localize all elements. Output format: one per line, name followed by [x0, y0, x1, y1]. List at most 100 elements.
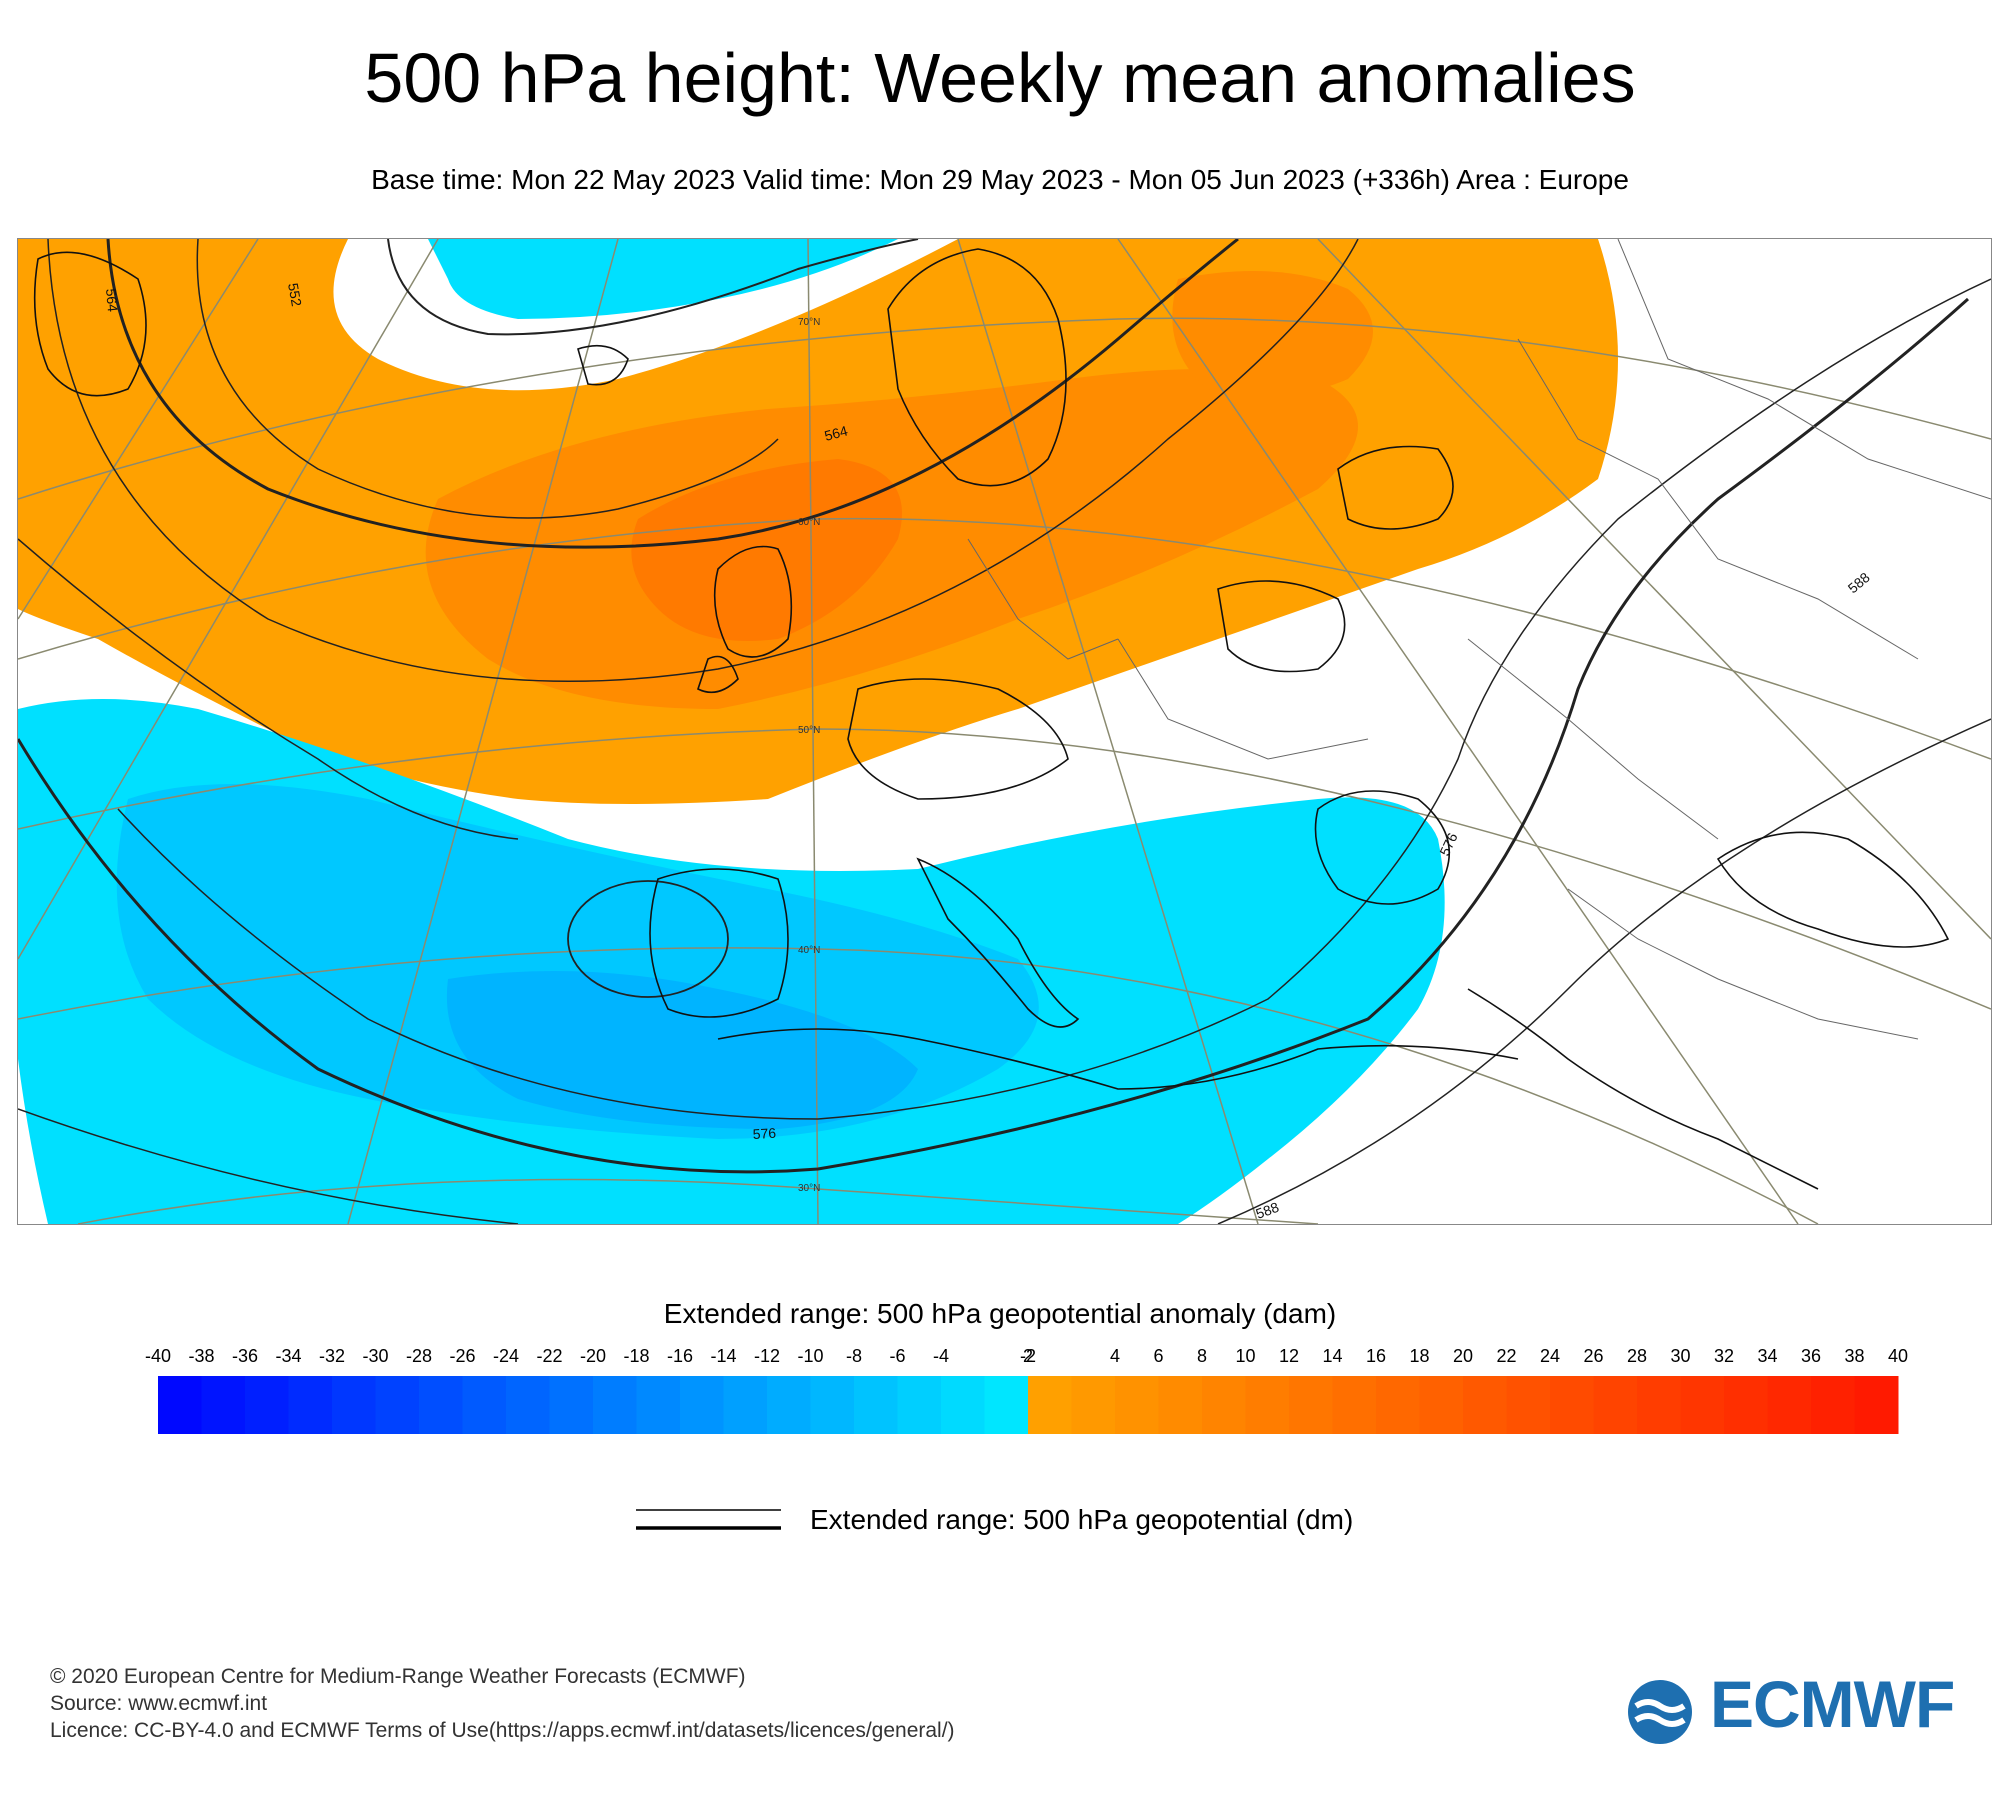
negative-tick-label: -34 — [275, 1346, 301, 1366]
positive-swatch — [1463, 1376, 1507, 1434]
positive-anomaly-east — [1172, 271, 1373, 397]
negative-tick-label: -30 — [362, 1346, 388, 1366]
coastlines — [33, 248, 1950, 1190]
logo-text: ECMWF — [1710, 1667, 1955, 1741]
positive-tick-label: 18 — [1409, 1346, 1429, 1366]
negative-tick-label: -6 — [889, 1346, 905, 1366]
negative-swatch — [158, 1376, 202, 1434]
lat-label-60: 60°N — [798, 517, 820, 528]
lat-label-70: 70°N — [798, 317, 820, 328]
colorbar: -40 -38 -36 -34 -32 -30 -28 -26 -24 -22 -20 -18 -16-… — [0, 1340, 2000, 1440]
positive-anomaly-max — [631, 459, 902, 641]
footer-licence: Licence: CC-BY-4.0 and ECMWF Terms of Us… — [50, 1719, 955, 1742]
negative-swatch — [984, 1376, 1029, 1434]
colorbar-title: Extended range: 500 hPa geopotential ano… — [663, 1298, 1337, 1329]
contour-label-588-south: 588 — [1254, 1199, 1282, 1222]
negative-swatch — [723, 1376, 768, 1434]
positive-tick-label: 24 — [1540, 1346, 1560, 1366]
positive-swatch — [1202, 1376, 1246, 1434]
line-legend-swatch — [636, 1500, 1536, 1540]
negative-tick-label: -40 — [145, 1346, 171, 1366]
negative-tick-label: -22 — [536, 1346, 562, 1366]
negative-tick-label: -24 — [493, 1346, 519, 1366]
positive-swatch — [1637, 1376, 1681, 1434]
negative-swatch — [854, 1376, 898, 1434]
negative-tick-label: -8 — [846, 1346, 862, 1366]
negative-tick-label: -36 — [232, 1346, 258, 1366]
contour-label-552: 552 — [285, 282, 305, 308]
positive-swatch — [1724, 1376, 1768, 1434]
anomaly-map: 70°N 60°N 50°N 40°N 30°N 552 564 564 576… — [17, 238, 1992, 1225]
contour-label-564-west: 564 — [103, 288, 121, 313]
positive-swatch — [1506, 1376, 1551, 1434]
positive-tick-label: 6 — [1153, 1346, 1163, 1366]
positive-swatch — [1115, 1376, 1159, 1434]
positive-tick-label: 22 — [1496, 1346, 1516, 1366]
contour-label-576-east: 576 — [1436, 830, 1460, 858]
positive-swatch — [1028, 1376, 1072, 1434]
negative-anomaly-core — [446, 971, 918, 1129]
positive-swatch — [1376, 1376, 1420, 1434]
positive-swatch — [1767, 1376, 1812, 1434]
positive-swatch — [1071, 1376, 1116, 1434]
negative-swatch — [941, 1376, 985, 1434]
positive-swatch — [1245, 1376, 1290, 1434]
line-legend-label: Extended range: 500 hPa geopotential (dm… — [810, 1504, 1354, 1535]
negative-tick-label: -2 — [1020, 1346, 1036, 1366]
positive-tick-label: 28 — [1627, 1346, 1647, 1366]
positive-swatch — [1854, 1376, 1899, 1434]
negative-swatch — [201, 1376, 246, 1434]
contour-label-576: 576 — [752, 1125, 776, 1142]
lat-label-50: 50°N — [798, 725, 820, 736]
negative-swatch — [549, 1376, 594, 1434]
negative-swatch — [767, 1376, 811, 1434]
positive-tick-label: 38 — [1844, 1346, 1864, 1366]
positive-swatch — [1680, 1376, 1725, 1434]
negative-tick-label: -32 — [319, 1346, 345, 1366]
negative-anomaly-north — [428, 239, 898, 319]
negative-swatch — [332, 1376, 376, 1434]
graticule — [18, 239, 1991, 1224]
negative-swatch — [897, 1376, 942, 1434]
negative-tick-label: -12 — [754, 1346, 780, 1366]
lat-label-40: 40°N — [798, 945, 820, 956]
negative-swatch — [375, 1376, 420, 1434]
latitude-labels: 70°N 60°N 50°N 40°N 30°N — [798, 317, 820, 1194]
ecmwf-logo-icon — [1628, 1680, 1692, 1744]
negative-tick-label: -26 — [449, 1346, 475, 1366]
positive-tick-label: 12 — [1279, 1346, 1299, 1366]
footer: © 2020 European Centre for Medium-Range … — [50, 1663, 955, 1744]
negative-tick-label: -16 — [667, 1346, 693, 1366]
negative-tick-label: -28 — [406, 1346, 432, 1366]
negative-tick-label: -20 — [580, 1346, 606, 1366]
footer-source: Source: www.ecmwf.int — [50, 1692, 268, 1715]
positive-tick-label: 16 — [1366, 1346, 1386, 1366]
positive-tick-label: 4 — [1110, 1346, 1120, 1366]
negative-tick-label: -14 — [710, 1346, 736, 1366]
positive-swatch — [1550, 1376, 1594, 1434]
positive-swatch — [1289, 1376, 1333, 1434]
positive-tick-label: 32 — [1714, 1346, 1734, 1366]
contour-label-564: 564 — [823, 422, 850, 444]
positive-tick-label: 14 — [1322, 1346, 1342, 1366]
positive-swatch — [1593, 1376, 1638, 1434]
negative-swatch — [680, 1376, 724, 1434]
negative-swatch — [810, 1376, 855, 1434]
page-subtitle: Base time: Mon 22 May 2023 Valid time: M… — [371, 164, 1629, 195]
positive-tick-label: 30 — [1670, 1346, 1690, 1366]
geopotential-contours — [18, 239, 1991, 1224]
positive-swatch — [1332, 1376, 1377, 1434]
negative-tick-label: -4 — [933, 1346, 949, 1366]
negative-tick-label: -18 — [623, 1346, 649, 1366]
negative-swatch — [288, 1376, 333, 1434]
lat-label-30: 30°N — [798, 1183, 820, 1194]
positive-tick-label: 2 — [1023, 1346, 1033, 1366]
negative-swatch — [636, 1376, 681, 1434]
positive-swatch — [1419, 1376, 1464, 1434]
negative-swatch — [506, 1376, 550, 1434]
contour-label-588-east: 588 — [1845, 569, 1873, 596]
footer-copyright: © 2020 European Centre for Medium-Range … — [50, 1665, 746, 1688]
borders — [967, 239, 1991, 1040]
positive-tick-label: 10 — [1235, 1346, 1255, 1366]
positive-swatch — [1811, 1376, 1855, 1434]
